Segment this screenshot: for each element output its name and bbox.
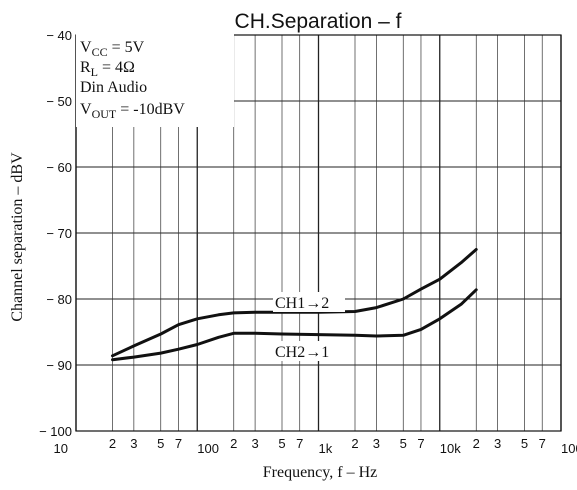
x-minor-tick-label-14: 5 <box>521 436 528 451</box>
series-label-ch2-1: CH2→1 <box>275 344 329 361</box>
ch2-label-mask <box>273 341 345 361</box>
x-axis-label: Frequency, f – Hz <box>263 464 377 481</box>
x-minor-tick-label-1: 3 <box>130 436 137 451</box>
series-label-ch1-2: CH1→2 <box>275 295 329 312</box>
source-condition: Din Audio <box>80 79 147 96</box>
y-tick-label-3: − 70 <box>46 226 72 241</box>
x-major-tick-label-4: 100k <box>561 441 577 456</box>
y-tick-label-4: − 80 <box>46 292 72 307</box>
y-tick-label-2: − 60 <box>46 160 72 175</box>
vcc-condition: VCC = 5V <box>80 39 145 59</box>
y-tick-label-6: − 100 <box>39 424 72 439</box>
y-tick-labels: − 40 − 50 − 60 − 70 − 80 − 90 − 100 <box>39 28 72 439</box>
conditions-text: VCC = 5V RL = 4Ω Din Audio VOUT = -10dBV <box>80 39 185 121</box>
x-minor-tick-label-9: 3 <box>373 436 380 451</box>
y-tick-label-0: − 40 <box>46 28 72 43</box>
x-minor-tick-label-12: 2 <box>473 436 480 451</box>
chart-title: CH.Separation – f <box>235 10 402 33</box>
ch1-label-mask <box>273 292 345 312</box>
x-minor-tick-label-11: 7 <box>417 436 424 451</box>
x-minor-tick-label-5: 3 <box>251 436 258 451</box>
plot-frame <box>75 34 562 432</box>
series-lines <box>111 248 478 362</box>
x-minor-tick-label-0: 2 <box>109 436 116 451</box>
x-minor-tick-label-13: 3 <box>494 436 501 451</box>
x-major-tick-label-0: 10 <box>54 441 68 456</box>
rl-condition: RL = 4Ω <box>80 59 135 79</box>
x-minor-tick-label-6: 5 <box>278 436 285 451</box>
x-major-tick-label-3: 10k <box>440 441 461 456</box>
series-line-0 <box>111 248 478 358</box>
x-minor-tick-label-3: 7 <box>175 436 182 451</box>
x-major-tick-label-1: 100 <box>197 441 219 456</box>
x-minor-tick-label-2: 5 <box>157 436 164 451</box>
y-tick-label-1: − 50 <box>46 94 72 109</box>
x-minor-tick-label-8: 2 <box>351 436 358 451</box>
x-minor-tick-label-10: 5 <box>400 436 407 451</box>
vout-condition: VOUT = -10dBV <box>80 101 185 121</box>
x-minor-tick-label-15: 7 <box>539 436 546 451</box>
x-minor-tick-label-4: 2 <box>230 436 237 451</box>
x-minor-tick-label-7: 7 <box>296 436 303 451</box>
x-major-tick-label-2: 1k <box>319 441 333 456</box>
y-tick-label-5: − 90 <box>46 358 72 373</box>
y-axis-label: Channel separation – dBV <box>9 152 26 322</box>
series-line-1 <box>111 288 478 362</box>
conditions-box <box>76 33 234 127</box>
x-tick-labels: 101001k10k100k2357235723572357 <box>54 436 577 456</box>
